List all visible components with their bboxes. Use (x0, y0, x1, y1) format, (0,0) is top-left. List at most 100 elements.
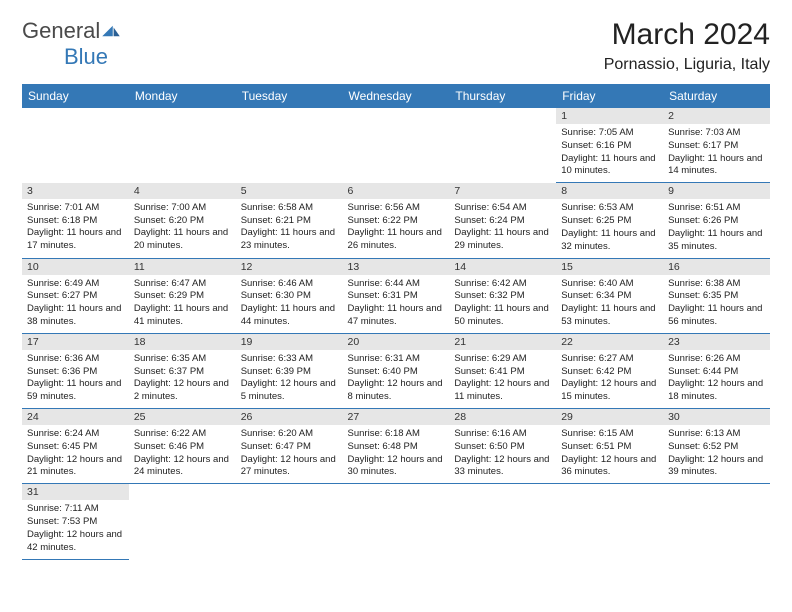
calendar-row: 31Sunrise: 7:11 AMSunset: 7:53 PMDayligh… (22, 484, 770, 559)
day-number: 14 (449, 259, 556, 275)
weekday-sun: Sunday (22, 84, 129, 108)
day-number: 20 (343, 334, 450, 350)
calendar-cell: 22Sunrise: 6:27 AMSunset: 6:42 PMDayligh… (556, 333, 663, 408)
day-number: 5 (236, 183, 343, 199)
day-details: Sunrise: 6:24 AMSunset: 6:45 PMDaylight:… (22, 425, 129, 483)
day-number: 22 (556, 334, 663, 350)
day-details: Sunrise: 6:53 AMSunset: 6:25 PMDaylight:… (556, 199, 663, 257)
day-details: Sunrise: 6:31 AMSunset: 6:40 PMDaylight:… (343, 350, 450, 408)
title-block: March 2024 Pornassio, Liguria, Italy (604, 18, 770, 74)
day-details: Sunrise: 7:03 AMSunset: 6:17 PMDaylight:… (663, 124, 770, 182)
calendar-cell: 24Sunrise: 6:24 AMSunset: 6:45 PMDayligh… (22, 409, 129, 484)
calendar-cell: 7Sunrise: 6:54 AMSunset: 6:24 PMDaylight… (449, 183, 556, 258)
empty-cell (22, 108, 129, 123)
empty-cell (663, 484, 770, 499)
day-number: 30 (663, 409, 770, 425)
day-details: Sunrise: 6:16 AMSunset: 6:50 PMDaylight:… (449, 425, 556, 483)
calendar-cell (343, 484, 450, 559)
weekday-wed: Wednesday (343, 84, 450, 108)
day-details: Sunrise: 6:33 AMSunset: 6:39 PMDaylight:… (236, 350, 343, 408)
day-number: 9 (663, 183, 770, 199)
location: Pornassio, Liguria, Italy (604, 56, 770, 74)
empty-cell (236, 108, 343, 123)
calendar-cell: 27Sunrise: 6:18 AMSunset: 6:48 PMDayligh… (343, 409, 450, 484)
calendar-cell: 19Sunrise: 6:33 AMSunset: 6:39 PMDayligh… (236, 333, 343, 408)
calendar-cell (129, 108, 236, 183)
weekday-mon: Monday (129, 84, 236, 108)
day-details: Sunrise: 6:13 AMSunset: 6:52 PMDaylight:… (663, 425, 770, 483)
calendar-cell (236, 484, 343, 559)
calendar-cell: 20Sunrise: 6:31 AMSunset: 6:40 PMDayligh… (343, 333, 450, 408)
calendar-row: 1Sunrise: 7:05 AMSunset: 6:16 PMDaylight… (22, 108, 770, 183)
calendar-cell: 23Sunrise: 6:26 AMSunset: 6:44 PMDayligh… (663, 333, 770, 408)
calendar-cell: 4Sunrise: 7:00 AMSunset: 6:20 PMDaylight… (129, 183, 236, 258)
weekday-sat: Saturday (663, 84, 770, 108)
day-details: Sunrise: 6:26 AMSunset: 6:44 PMDaylight:… (663, 350, 770, 408)
day-details: Sunrise: 6:49 AMSunset: 6:27 PMDaylight:… (22, 275, 129, 333)
day-number: 17 (22, 334, 129, 350)
calendar-cell: 26Sunrise: 6:20 AMSunset: 6:47 PMDayligh… (236, 409, 343, 484)
day-details: Sunrise: 6:20 AMSunset: 6:47 PMDaylight:… (236, 425, 343, 483)
day-details: Sunrise: 6:35 AMSunset: 6:37 PMDaylight:… (129, 350, 236, 408)
calendar-row: 10Sunrise: 6:49 AMSunset: 6:27 PMDayligh… (22, 258, 770, 333)
calendar-cell: 11Sunrise: 6:47 AMSunset: 6:29 PMDayligh… (129, 258, 236, 333)
day-number: 1 (556, 108, 663, 124)
day-number: 2 (663, 108, 770, 124)
empty-cell (129, 108, 236, 123)
day-number: 7 (449, 183, 556, 199)
day-number: 24 (22, 409, 129, 425)
calendar-cell: 1Sunrise: 7:05 AMSunset: 6:16 PMDaylight… (556, 108, 663, 183)
calendar-row: 24Sunrise: 6:24 AMSunset: 6:45 PMDayligh… (22, 409, 770, 484)
day-number: 15 (556, 259, 663, 275)
empty-cell (449, 108, 556, 123)
day-number: 12 (236, 259, 343, 275)
day-details: Sunrise: 6:22 AMSunset: 6:46 PMDaylight:… (129, 425, 236, 483)
calendar-cell: 18Sunrise: 6:35 AMSunset: 6:37 PMDayligh… (129, 333, 236, 408)
empty-cell (236, 484, 343, 499)
logo-general: General (22, 18, 100, 43)
header: GeneralBlue March 2024 Pornassio, Liguri… (22, 18, 770, 74)
day-details: Sunrise: 6:44 AMSunset: 6:31 PMDaylight:… (343, 275, 450, 333)
calendar-cell (22, 108, 129, 183)
empty-cell (343, 484, 450, 499)
calendar-cell: 3Sunrise: 7:01 AMSunset: 6:18 PMDaylight… (22, 183, 129, 258)
calendar-cell: 21Sunrise: 6:29 AMSunset: 6:41 PMDayligh… (449, 333, 556, 408)
day-number: 13 (343, 259, 450, 275)
day-number: 27 (343, 409, 450, 425)
day-number: 18 (129, 334, 236, 350)
calendar-cell: 2Sunrise: 7:03 AMSunset: 6:17 PMDaylight… (663, 108, 770, 183)
day-details: Sunrise: 6:47 AMSunset: 6:29 PMDaylight:… (129, 275, 236, 333)
weekday-header-row: Sunday Monday Tuesday Wednesday Thursday… (22, 84, 770, 108)
day-number: 16 (663, 259, 770, 275)
day-details: Sunrise: 7:00 AMSunset: 6:20 PMDaylight:… (129, 199, 236, 257)
day-details: Sunrise: 6:58 AMSunset: 6:21 PMDaylight:… (236, 199, 343, 257)
calendar-cell (449, 108, 556, 183)
calendar-cell: 16Sunrise: 6:38 AMSunset: 6:35 PMDayligh… (663, 258, 770, 333)
day-number: 21 (449, 334, 556, 350)
calendar-row: 3Sunrise: 7:01 AMSunset: 6:18 PMDaylight… (22, 183, 770, 258)
day-details: Sunrise: 6:27 AMSunset: 6:42 PMDaylight:… (556, 350, 663, 408)
day-number: 28 (449, 409, 556, 425)
day-details: Sunrise: 6:38 AMSunset: 6:35 PMDaylight:… (663, 275, 770, 333)
calendar-row: 17Sunrise: 6:36 AMSunset: 6:36 PMDayligh… (22, 333, 770, 408)
day-number: 6 (343, 183, 450, 199)
day-details: Sunrise: 6:29 AMSunset: 6:41 PMDaylight:… (449, 350, 556, 408)
calendar-cell (556, 484, 663, 559)
calendar-cell: 14Sunrise: 6:42 AMSunset: 6:32 PMDayligh… (449, 258, 556, 333)
calendar-cell (449, 484, 556, 559)
weekday-tue: Tuesday (236, 84, 343, 108)
day-details: Sunrise: 6:51 AMSunset: 6:26 PMDaylight:… (663, 199, 770, 257)
logo-text: GeneralBlue (22, 18, 122, 70)
calendar-cell: 10Sunrise: 6:49 AMSunset: 6:27 PMDayligh… (22, 258, 129, 333)
day-number: 4 (129, 183, 236, 199)
day-number: 8 (556, 183, 663, 199)
calendar-cell (129, 484, 236, 559)
logo: GeneralBlue (22, 18, 122, 70)
day-details: Sunrise: 7:05 AMSunset: 6:16 PMDaylight:… (556, 124, 663, 182)
calendar-cell: 13Sunrise: 6:44 AMSunset: 6:31 PMDayligh… (343, 258, 450, 333)
empty-cell (449, 484, 556, 499)
day-details: Sunrise: 6:36 AMSunset: 6:36 PMDaylight:… (22, 350, 129, 408)
day-number: 29 (556, 409, 663, 425)
calendar-cell: 29Sunrise: 6:15 AMSunset: 6:51 PMDayligh… (556, 409, 663, 484)
calendar-cell: 31Sunrise: 7:11 AMSunset: 7:53 PMDayligh… (22, 484, 129, 559)
